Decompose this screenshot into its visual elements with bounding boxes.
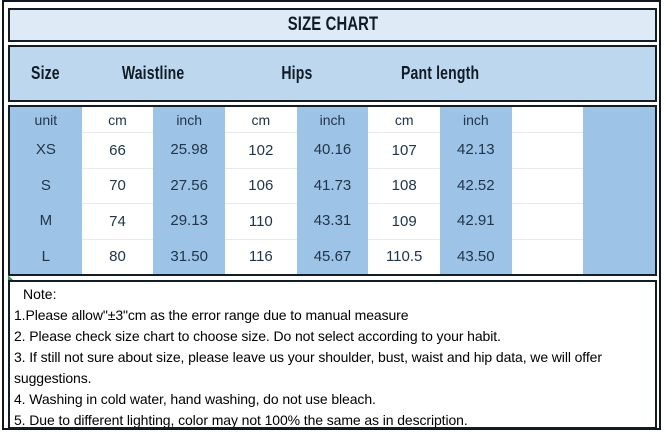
unit-header-cell: cm [224, 107, 297, 132]
unit-header-cell: inch [439, 107, 512, 132]
empty-cell [511, 203, 584, 239]
empty-cell [583, 107, 655, 132]
note-line: 2. Please check size chart to choose siz… [14, 328, 501, 344]
column-group-waistline: Waistline [122, 63, 185, 83]
value-cell: 43.50 [439, 238, 512, 274]
value-cell: 29.13 [153, 203, 225, 239]
chart-title: SIZE CHART [287, 14, 378, 35]
note-line: suggestions. [14, 370, 92, 386]
value-cell: 110 [224, 203, 297, 239]
unit-header-cell: inch [296, 107, 369, 132]
note-line: 3. If still not sure about size, please … [14, 349, 602, 365]
size-label-cell: XS [10, 132, 82, 168]
notes-heading: Note: [23, 286, 57, 302]
note-line: 5. Due to different lighting, color may … [14, 412, 468, 428]
empty-cell [583, 167, 655, 203]
value-cell: 42.52 [439, 167, 512, 203]
value-cell: 80 [81, 238, 154, 274]
value-cell: 108 [368, 167, 440, 203]
value-cell: 40.16 [296, 132, 369, 168]
empty-cell [511, 107, 584, 132]
empty-cell [583, 238, 655, 274]
value-cell: 110.5 [368, 238, 440, 274]
column-group-hips: Hips [281, 63, 313, 83]
size-table-grid: unit cm inch cm inch cm inch XS 66 25.98… [10, 107, 655, 274]
value-cell: 116 [224, 238, 297, 274]
note-line: 1.Please allow"±3"cm as the error range … [14, 307, 409, 323]
value-cell: 66 [81, 132, 154, 168]
value-cell: 70 [81, 167, 154, 203]
size-table: unit cm inch cm inch cm inch XS 66 25.98… [8, 105, 657, 281]
column-group-pant-length: Pant length [400, 63, 480, 83]
column-group-size: Size [31, 63, 61, 83]
note-line: 4. Washing in cold water, hand washing, … [14, 391, 376, 407]
unit-header-cell: cm [368, 107, 440, 132]
value-cell: 102 [224, 132, 297, 168]
unit-header-cell: inch [153, 107, 225, 132]
value-cell: 45.67 [296, 238, 369, 274]
value-cell: 42.13 [439, 132, 512, 168]
value-cell: 41.73 [296, 167, 369, 203]
value-cell: 42.91 [439, 203, 512, 239]
value-cell: 109 [368, 203, 440, 239]
value-cell: 27.56 [153, 167, 225, 203]
header-grid: Size Waistline Hips Pant length [10, 47, 655, 100]
empty-cell [583, 203, 655, 239]
value-cell: 106 [224, 167, 297, 203]
empty-cell [511, 132, 584, 168]
measurement-header-block: Size Waistline Hips Pant length [8, 45, 657, 102]
empty-cell [583, 132, 655, 168]
size-label-cell: M [10, 203, 82, 239]
size-label-cell: L [10, 238, 82, 274]
green-corner-artifact [8, 275, 14, 281]
value-cell: 25.98 [153, 132, 225, 168]
unit-header-cell: unit [10, 107, 82, 132]
value-cell: 107 [368, 132, 440, 168]
unit-header-cell: cm [81, 107, 154, 132]
value-cell: 31.50 [153, 238, 225, 274]
empty-cell [511, 167, 584, 203]
empty-cell [511, 238, 584, 274]
title-block: SIZE CHART [8, 8, 657, 42]
size-label-cell: S [10, 167, 82, 203]
notes-block: Note: 1.Please allow"±3"cm as the error … [8, 280, 657, 429]
value-cell: 43.31 [296, 203, 369, 239]
value-cell: 74 [81, 203, 154, 239]
